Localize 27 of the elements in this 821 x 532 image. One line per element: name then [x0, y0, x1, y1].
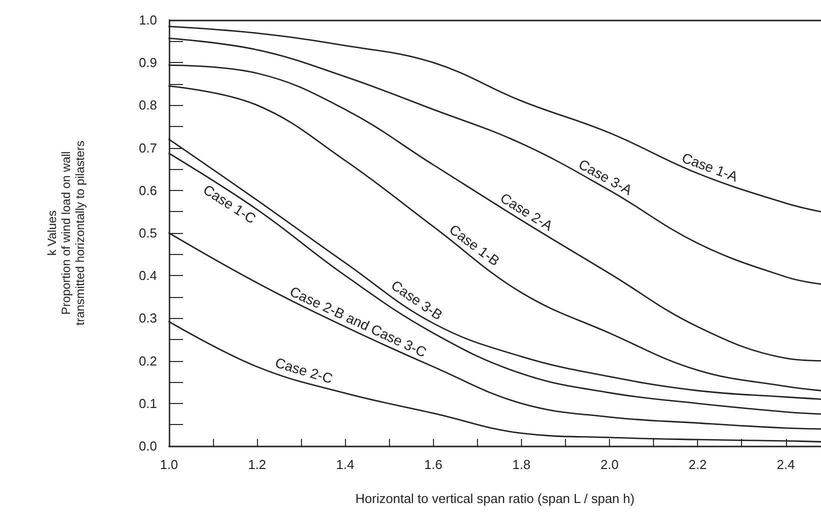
x-axis-title: Horizontal to vertical span ratio (span L / span h): [355, 491, 635, 506]
y-tick-label: 0.8: [138, 98, 157, 113]
x-tick-label: 1.2: [248, 457, 266, 472]
y-tick-label: 0.5: [138, 226, 157, 240]
text: Case 1-A: [680, 149, 741, 185]
text: Case 3-B: [388, 276, 446, 324]
x-tick-label: 2.0: [600, 457, 619, 472]
x-tick-label: 2.2: [688, 457, 707, 472]
y-tick-label: 1.0: [138, 12, 157, 28]
text: Case 1-C: [200, 181, 259, 227]
y-tick-label: 0.7: [138, 140, 157, 156]
y-tick-label: 0.0: [138, 438, 157, 454]
y-tick-label: 0.1: [138, 396, 157, 411]
text: Case 2-C: [273, 354, 335, 387]
x-tick-label: 1.0: [160, 457, 178, 472]
y-tick-label: 0.2: [138, 353, 157, 368]
x-tick-label: 2.4: [776, 457, 795, 472]
y-tick-label: 0.3: [138, 310, 157, 326]
y-tick-label: 0.9: [138, 55, 157, 70]
y-tick-label: 0.6: [138, 182, 157, 198]
y-tick-label: 0.4: [138, 268, 157, 284]
text: Case 2-A: [498, 190, 556, 234]
y-axis-title: k Values Proportion of wind load on wall transmitted horizontally to pilasters: [45, 140, 87, 326]
x-tick-label: 1.4: [336, 457, 354, 472]
x-tick-label: 1.6: [424, 457, 442, 472]
text: Case 3-A: [576, 156, 636, 198]
x-tick-label: 1.8: [512, 457, 530, 472]
